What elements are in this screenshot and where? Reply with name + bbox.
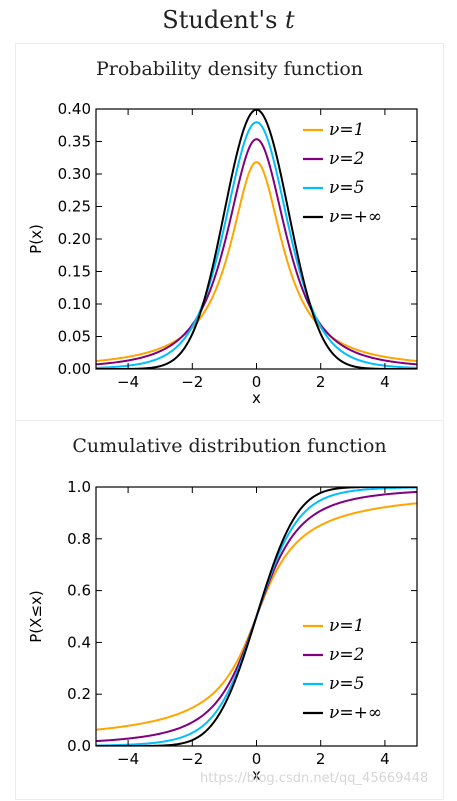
pdf-ytick-label: 0.10 (58, 295, 91, 313)
pdf-legend-label-nu-2: ν=2 (329, 149, 364, 169)
pdf-plot-frame (95, 108, 418, 370)
cdf-legend-label-nu-inf: ν=+∞ (329, 703, 382, 723)
page-title-prefix: Student's (162, 6, 286, 34)
pdf-xtick-label: 4 (380, 373, 390, 391)
cdf-legend-label-nu-2: ν=2 (329, 645, 364, 665)
pdf-ytick-label: 0.00 (58, 360, 91, 378)
cdf-ytick-label: 0.0 (67, 737, 91, 755)
cdf-xtick-label: −4 (117, 750, 139, 768)
pdf-legend-label-nu-5: ν=5 (329, 178, 364, 198)
pdf-ytick-label: 0.05 (58, 328, 91, 346)
pdf-legend-label-nu-1: ν=1 (329, 120, 364, 140)
cdf-panel: Cumulative distribution function 0.0 0.2 0… (15, 420, 444, 800)
page-title-italic: t (285, 6, 295, 34)
cdf-xtick-label: 4 (380, 750, 390, 768)
pdf-legend-label-nu-inf: ν=+∞ (329, 207, 382, 227)
page-title: Student's t (0, 6, 457, 34)
pdf-panel: Probability density function 0.00 0.05 0.1… (15, 43, 444, 421)
cdf-ytick-label: 0.4 (67, 633, 91, 651)
pdf-xtick-label: 0 (252, 373, 262, 391)
pdf-ytick-label: 0.30 (58, 165, 91, 183)
cdf-chart-title: Cumulative distribution function (72, 435, 387, 457)
cdf-ytick-label: 0.6 (67, 582, 91, 600)
cdf-y-axis-label: P(X≤x) (27, 590, 45, 642)
pdf-y-axis-label: P(x) (27, 224, 45, 254)
pdf-ytick-label: 0.25 (58, 198, 91, 216)
cdf-ytick-label: 0.8 (67, 530, 91, 548)
pdf-ytick-label: 0.20 (58, 230, 91, 248)
pdf-chart-title: Probability density function (95, 58, 363, 80)
pdf-xtick-label: −4 (117, 373, 139, 391)
pdf-series-nu-5-line (96, 121, 417, 369)
pdf-series-nu-2-line (96, 138, 417, 366)
pdf-xtick-label: −2 (181, 373, 203, 391)
pdf-x-axis-label: x (252, 389, 261, 407)
pdf-xtick-label: 2 (316, 373, 326, 391)
cdf-chart: 0.0 0.2 0.4 0.6 0.8 1.0 −4 −2 0 2 4 x P(X≤x) ν=1 ν=2 ν=… (27, 478, 418, 784)
cdf-ytick-label: 0.2 (67, 685, 91, 703)
pdf-ytick-label: 0.15 (58, 263, 91, 281)
cdf-xtick-label: 2 (316, 750, 326, 768)
pdf-series-nu-inf-line (96, 109, 417, 369)
cdf-legend-label-nu-1: ν=1 (329, 616, 364, 636)
watermark: https://blog.csdn.net/qq_45669448 (200, 771, 429, 786)
cdf-xtick-label: −2 (181, 750, 203, 768)
pdf-series-nu-1-line (96, 161, 417, 363)
cdf-legend-label-nu-5: ν=5 (329, 674, 364, 694)
pdf-chart: 0.00 0.05 0.10 0.15 0.20 0.25 0.30 0.35 0.40 −4 −2… (27, 100, 418, 407)
cdf-xtick-label: 0 (252, 750, 262, 768)
pdf-ytick-label: 0.40 (58, 100, 91, 118)
pdf-ytick-label: 0.35 (58, 133, 91, 151)
cdf-x-axis-label: x (252, 766, 261, 784)
cdf-ytick-label: 1.0 (67, 478, 91, 496)
